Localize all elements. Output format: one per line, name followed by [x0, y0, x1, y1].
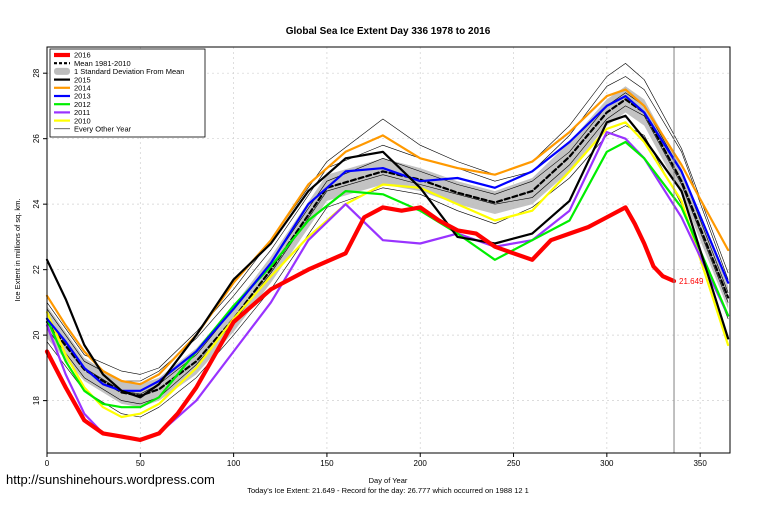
series-line-2012: [45, 140, 730, 409]
series-layer: [44, 63, 730, 442]
x-tick-label: 300: [600, 459, 614, 468]
x-tick-label: 250: [507, 459, 521, 468]
legend-label: 2014: [74, 84, 91, 93]
legend-label: 2013: [74, 92, 91, 101]
series-line-every-other-year: [46, 125, 729, 418]
legend-label: 1 Standard Deviation From Mean: [74, 67, 184, 76]
watermark-url: http://sunshinehours.wordpress.com: [6, 472, 215, 487]
series-line-every-other-year: [46, 76, 729, 382]
series-line-2013: [45, 94, 730, 392]
y-tick-label: 24: [32, 199, 41, 208]
series-line-2014: [45, 88, 730, 386]
axis-layer: 0 50 100 150 200 250 300 350 18 20 22 24 26 28: [32, 68, 707, 468]
series-line-mean-1981-2010: [45, 98, 730, 397]
x-tick-label: 50: [136, 459, 145, 468]
series-line-every-other-year: [46, 63, 729, 375]
legend-box: [49, 48, 206, 138]
y-tick-label: 20: [32, 330, 41, 339]
x-tick-label: 150: [320, 459, 334, 468]
y-tick-label: 26: [32, 134, 41, 143]
y-axis-title: Ice Extent in millions of sq. km.: [13, 199, 22, 302]
y-tick-label: 28: [32, 68, 41, 77]
x-axis-title: Day of Year: [369, 476, 408, 485]
current-value-label: 21.649: [679, 277, 704, 286]
legend-label: Every Other Year: [74, 125, 132, 134]
legend-swatch-band: [54, 67, 70, 75]
plot-frame: [46, 46, 731, 454]
x-tick-label: 350: [693, 459, 707, 468]
series-line-every-other-year: [46, 105, 729, 405]
series-line-2015: [45, 114, 730, 399]
legend-label: 2015: [74, 75, 91, 84]
y-tick-label: 18: [32, 396, 41, 405]
series-line-every-other-year: [46, 92, 729, 395]
x-tick-label: 200: [414, 459, 428, 468]
legend-label: 2012: [74, 100, 91, 109]
x-tick-label: 100: [227, 459, 241, 468]
marker-layer: 21.649: [673, 47, 704, 453]
legend-label: Mean 1981-2010: [74, 59, 131, 68]
x-tick-label: 0: [45, 459, 50, 468]
legend-label: 2010: [74, 116, 91, 125]
chart-title: Global Sea Ice Extent Day 336 1978 to 20…: [286, 26, 491, 37]
legend-label: 2011: [74, 108, 90, 117]
footer-text: Today's Ice Extent: 21.649 - Record for …: [247, 486, 529, 495]
series-line-2016: [44, 205, 677, 442]
y-tick-label: 22: [32, 265, 41, 274]
legend-label: 2016: [74, 51, 91, 60]
